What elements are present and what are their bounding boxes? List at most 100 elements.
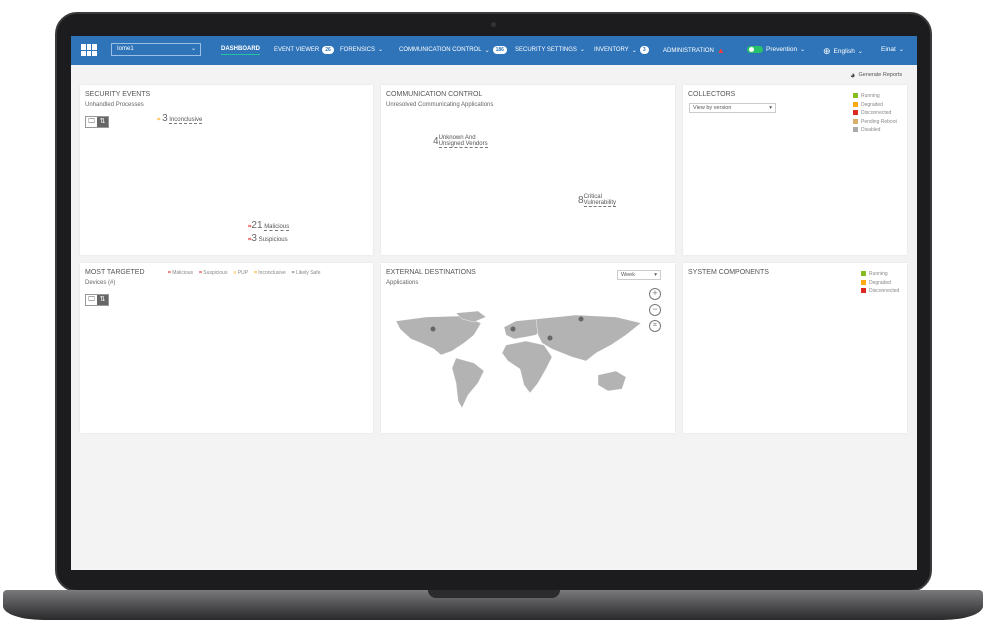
user-menu[interactable]: Einat ⌄ <box>881 46 904 53</box>
donut-slice-inner[interactable] <box>449 146 481 194</box>
bar-inconclusive-shade <box>161 385 168 412</box>
x-tick-label: Cores <box>697 421 711 427</box>
legend-label: Likely Safe <box>296 270 321 276</box>
x-tick-label: 08E3B0E2968... <box>88 417 124 423</box>
bar-value-label: 1 <box>334 394 337 400</box>
process-view-icon[interactable]: ⇅ <box>97 117 108 127</box>
toggle-switch[interactable] <box>747 46 763 53</box>
view-toggle[interactable]: 🖵 ⇅ <box>85 294 109 306</box>
nav-forensics[interactable]: FORENSICS ⌄ <box>340 46 384 54</box>
brand-logo-icon[interactable] <box>81 44 97 56</box>
legend-disabled: Disabled <box>853 126 897 135</box>
nav-administration[interactable]: ADMINISTRATION ▲ <box>663 46 725 55</box>
legend-label: Suspicious <box>203 270 228 276</box>
bar-value-label: 4 <box>224 354 227 360</box>
bar-value-label: 1 <box>799 322 802 328</box>
bar-running[interactable] <box>697 154 704 238</box>
bar-running[interactable] <box>741 326 748 416</box>
bar-running[interactable] <box>829 326 836 416</box>
panel-title: COLLECTORS <box>688 91 736 98</box>
chevron-down-icon: ⌄ <box>857 49 863 55</box>
legend-label: Degraded <box>869 279 891 286</box>
nav-label: ADMINISTRATION <box>663 47 714 54</box>
donut-slice[interactable] <box>161 135 183 163</box>
period-select[interactable]: Week ▾ <box>617 270 661 280</box>
label: Critical Vulnerability <box>583 194 617 207</box>
panel-title: SECURITY EVENTS <box>85 91 151 98</box>
legend-malicious: ⌗ Malicious <box>168 269 193 278</box>
generate-reports-button[interactable]: ◕ Generate Reports <box>850 70 902 80</box>
bar-running[interactable] <box>785 326 792 416</box>
panel-subtitle: Unhandled Processes <box>85 102 144 108</box>
legend-likely-safe: ⌗ Likely Safe <box>292 269 321 278</box>
legend-suspicious: ⌗ Suspicious <box>199 269 227 278</box>
bar-malicious[interactable] <box>155 345 162 386</box>
legend-label: Disabled <box>861 127 881 133</box>
globe-icon: ⊕ <box>823 46 831 56</box>
chevron-down-icon: ⌄ <box>190 46 196 52</box>
panel-title: EXTERNAL DESTINATIONS <box>386 269 476 276</box>
language-select[interactable]: ⊕ English ⌄ <box>823 46 863 57</box>
count: 3 <box>251 233 257 244</box>
bar-running-shade <box>703 326 710 416</box>
world-map[interactable] <box>386 310 642 409</box>
nav-communication-control[interactable]: COMMUNICATION CONTROL ⌄ 186 <box>399 46 507 54</box>
x-tick-label: 08727001DFC... <box>308 417 345 423</box>
bar-running[interactable] <box>697 326 704 416</box>
bar-running[interactable] <box>742 217 749 238</box>
map-south-america <box>451 357 485 409</box>
bar-malicious[interactable] <box>100 345 107 412</box>
zoom-in-icon[interactable]: + <box>649 288 661 300</box>
panel-title: COMMUNICATION CONTROL <box>386 91 483 98</box>
suspicious-label[interactable]: ⌗3 Suspicious <box>248 233 288 244</box>
panel-subtitle: Unresolved Communicating Applications <box>386 102 494 108</box>
view-toggle[interactable]: 🖵 ⇅ <box>85 116 109 128</box>
inconclusive-label[interactable]: ⌗ 3 Inconclusive <box>157 113 203 124</box>
critical-vulnerability-label[interactable]: 8 Critical Vulnerability <box>578 194 617 207</box>
likely-safe-icon: ⌗ <box>291 270 295 276</box>
inconclusive-icon: ⌗ <box>157 117 161 123</box>
nav-inventory[interactable]: INVENTORY ⌄ 3 <box>594 46 649 54</box>
location-pins <box>430 316 584 341</box>
nav-label: SECURITY SETTINGS <box>515 46 577 53</box>
device-view-icon[interactable]: 🖵 <box>88 118 95 125</box>
nav-event-viewer[interactable]: EVENT VIEWER 26 <box>274 46 334 54</box>
collectors-panel: COLLECTORS View by version ▾ Running Degr… <box>683 85 907 255</box>
donut-slice[interactable] <box>176 126 203 144</box>
zoom-out-icon[interactable]: − <box>649 304 661 316</box>
camera <box>491 22 496 27</box>
bar-suspicious[interactable] <box>210 358 217 412</box>
fit-map-icon[interactable]: ⌗ <box>649 320 661 332</box>
map-africa <box>501 340 553 394</box>
legend-degraded: Degraded <box>853 101 897 110</box>
language-label: English <box>833 48 855 55</box>
nav-label: FORENSICS <box>340 46 376 53</box>
process-view-icon[interactable]: ⇅ <box>97 295 108 305</box>
tenant-select[interactable]: Iome1 ⌄ <box>111 43 201 56</box>
bar-value-label: 3 <box>279 367 282 373</box>
legend-label: Running <box>861 93 880 99</box>
collectors-view-select[interactable]: View by version ▾ <box>689 103 776 113</box>
label: Suspicious <box>258 237 288 243</box>
nav-dashboard[interactable]: DASHBOARD <box>221 46 260 55</box>
inventory-count-badge: 3 <box>639 46 649 54</box>
generate-reports-label: Generate Reports <box>858 72 903 78</box>
legend-running: Running <box>861 270 899 279</box>
bar-malicious[interactable] <box>265 372 272 412</box>
legend-pup: ≡ PUP <box>233 269 248 278</box>
dropdown-arrow-icon: ▾ <box>654 272 657 278</box>
most-targeted-legend: ⌗ Malicious ⌗ Suspicious ≡ PUP ⌗ Inconcl… <box>168 269 320 278</box>
donut-slice[interactable] <box>439 136 481 199</box>
bar-malicious[interactable] <box>320 398 327 412</box>
bar-running-shade <box>747 326 754 416</box>
map-pin-icon <box>578 316 584 322</box>
malicious-label[interactable]: ⌗21 Malicious <box>248 220 290 231</box>
prevention-mode-toggle[interactable]: Prevention ⌄ <box>747 46 805 53</box>
nav-security-settings[interactable]: SECURITY SETTINGS ⌄ <box>515 46 585 54</box>
bar-inconclusive[interactable] <box>155 385 162 412</box>
top-nav: Iome1 ⌄ DASHBOARD EVENT VIEWER 26 FORENSIC… <box>71 36 917 65</box>
chevron-down-icon: ⌄ <box>378 47 384 53</box>
donut-slice-inner[interactable] <box>182 136 203 149</box>
device-view-icon[interactable]: 🖵 <box>88 296 95 303</box>
donut-slice-inner[interactable] <box>171 143 187 164</box>
